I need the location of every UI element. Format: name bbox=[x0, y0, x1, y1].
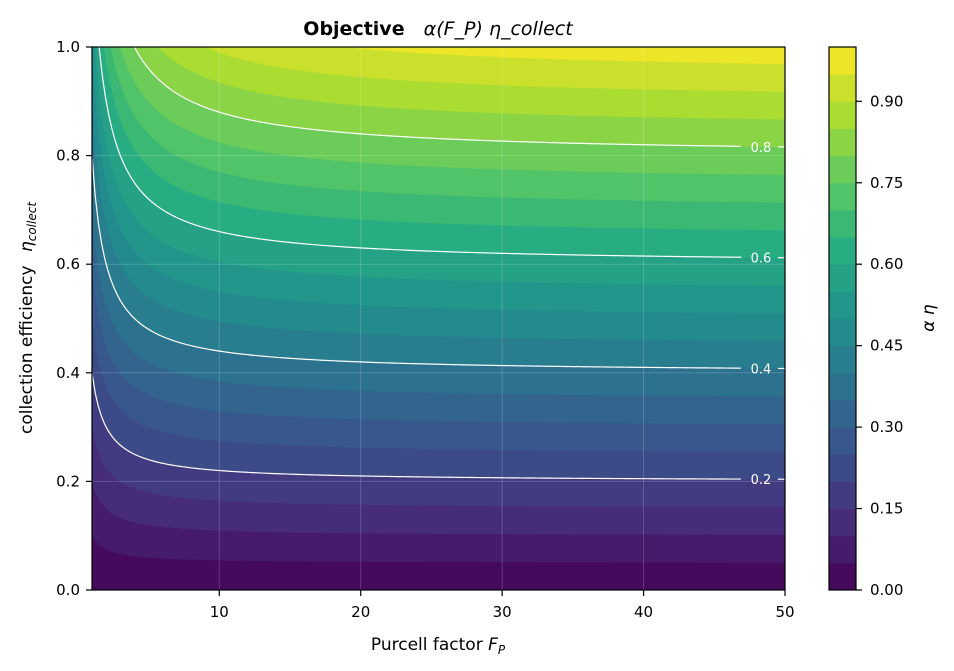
colorbar-swatch bbox=[829, 74, 856, 102]
y-axis-label-text: collection efficiency bbox=[17, 265, 37, 434]
colorbar-swatch bbox=[829, 318, 856, 347]
colorbar-tick-label: 0.75 bbox=[870, 174, 903, 192]
colorbar-swatch bbox=[829, 101, 856, 129]
contour-label: 0.2 bbox=[751, 473, 772, 488]
x-tick-label: 20 bbox=[351, 603, 370, 621]
y-axis-label: collection efficiency ηcollect bbox=[17, 201, 39, 434]
colorbar: 0.00 0.15 0.30 0.45 0.60 0.75 0.90 α η bbox=[828, 46, 939, 599]
colorbar-tick-label: 0.30 bbox=[870, 418, 903, 436]
y-axis-ticks: 0.0 0.2 0.4 0.6 0.8 1.0 bbox=[56, 38, 92, 599]
colorbar-swatch bbox=[829, 291, 856, 319]
colorbar-swatch bbox=[829, 155, 856, 184]
colorbar-swatch bbox=[829, 264, 856, 292]
x-tick-label: 50 bbox=[775, 603, 794, 621]
colorbar-label: α η bbox=[919, 304, 939, 332]
contour-label: 0.4 bbox=[751, 362, 772, 377]
x-axis-ticks: 10 20 30 40 50 bbox=[210, 590, 795, 621]
colorbar-swatch bbox=[829, 562, 856, 591]
colorbar-swatch bbox=[829, 182, 856, 211]
contour-label: 0.6 bbox=[751, 252, 772, 267]
plot-area: 0.2 0.4 0.6 0.8 10 20 30 40 50 0.0 0.2 0.4 0.6 0.8 1… bbox=[56, 38, 794, 621]
x-axis-label-sub: P bbox=[498, 643, 506, 657]
y-tick-label: 0.2 bbox=[56, 472, 80, 490]
colorbar-tick-label: 0.90 bbox=[870, 92, 903, 110]
x-tick-label: 10 bbox=[210, 603, 229, 621]
colorbar-swatches bbox=[829, 47, 856, 591]
chart-title-math: α(F_P) η_collect bbox=[424, 18, 575, 40]
colorbar-frame bbox=[828, 46, 857, 591]
colorbar-ticks: 0.00 0.15 0.30 0.45 0.60 0.75 0.90 bbox=[856, 92, 903, 599]
contour-labels: 0.2 0.4 0.6 0.8 bbox=[751, 141, 772, 488]
y-tick-label: 0.8 bbox=[56, 147, 80, 165]
x-axis-label: Purcell factor FP bbox=[371, 635, 506, 657]
colorbar-swatch bbox=[829, 481, 856, 510]
colorbar-tick-label: 0.15 bbox=[870, 500, 903, 518]
y-axis-label-symbol: η bbox=[17, 241, 37, 252]
contour-fills bbox=[92, 47, 785, 590]
colorbar-tick-label: 0.60 bbox=[870, 255, 903, 273]
colorbar-swatch bbox=[829, 427, 856, 455]
y-tick-label: 0.6 bbox=[56, 255, 80, 273]
colorbar-swatch bbox=[829, 372, 856, 401]
grid-lines bbox=[92, 47, 785, 590]
colorbar-tick-label: 0.00 bbox=[870, 581, 903, 599]
colorbar-swatch bbox=[829, 535, 856, 564]
contour-band bbox=[92, 47, 785, 65]
contour-label: 0.8 bbox=[751, 141, 772, 156]
colorbar-swatch bbox=[829, 508, 856, 537]
contour-line-0-4 bbox=[92, 155, 741, 369]
colorbar-swatch bbox=[829, 345, 856, 374]
chart-title: Objective α(F_P) η_collect bbox=[303, 18, 574, 40]
colorbar-swatch bbox=[829, 209, 856, 238]
y-tick-label: 0.4 bbox=[56, 364, 80, 382]
x-tick-label: 40 bbox=[634, 603, 653, 621]
colorbar-swatch bbox=[829, 454, 856, 482]
contour-lines bbox=[92, 47, 785, 480]
contour-line-0-8 bbox=[133, 47, 741, 147]
colorbar-swatch bbox=[829, 237, 856, 265]
x-tick-label: 30 bbox=[493, 603, 512, 621]
y-tick-label: 1.0 bbox=[56, 38, 80, 56]
x-axis-label-text: Purcell factor bbox=[371, 635, 483, 655]
chart-title-bold: Objective bbox=[303, 18, 404, 40]
contour-line-0-6 bbox=[98, 47, 742, 258]
plot-frame bbox=[91, 46, 786, 591]
contour-line-0-2 bbox=[92, 372, 741, 480]
y-tick-label: 0.0 bbox=[56, 581, 80, 599]
colorbar-tick-label: 0.45 bbox=[870, 337, 903, 355]
colorbar-swatch bbox=[829, 399, 856, 428]
y-axis-label-sub: collect bbox=[25, 201, 39, 242]
colorbar-swatch bbox=[829, 128, 856, 157]
colorbar-swatch bbox=[829, 47, 856, 75]
x-axis-label-symbol: F bbox=[488, 635, 498, 655]
